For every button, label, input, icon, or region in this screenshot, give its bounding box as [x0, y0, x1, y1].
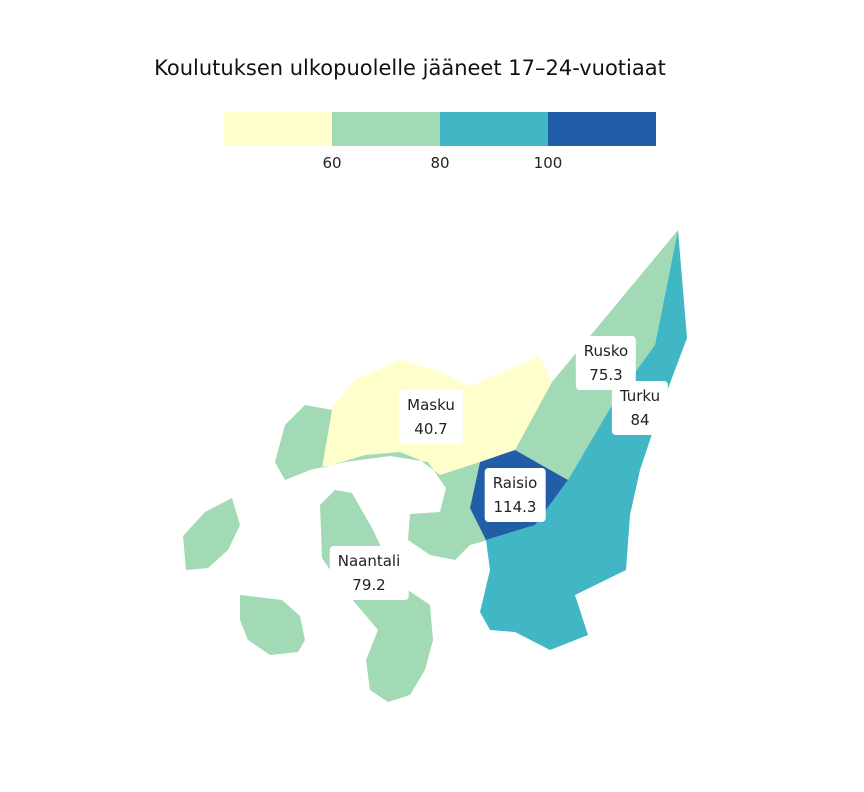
region-turku[interactable]: [480, 230, 687, 650]
legend-tick: 60: [322, 154, 342, 172]
region-name: Masku: [407, 396, 455, 414]
region-value: 84: [630, 411, 650, 429]
legend-tick: 100: [533, 154, 563, 172]
region-name: Raisio: [492, 474, 538, 492]
region-name: Rusko: [583, 342, 629, 360]
region-name: Turku: [619, 387, 661, 405]
region-name: Naantali: [337, 552, 401, 570]
legend-ticks: 60 80 100: [224, 154, 656, 174]
legend-bin-1: [224, 112, 332, 146]
region-value: 114.3: [493, 498, 537, 516]
region-label-naantali: Naantali 79.2: [329, 546, 409, 600]
legend-bin-2: [332, 112, 440, 146]
region-value: 79.2: [352, 576, 386, 594]
legend-bin-3: [440, 112, 548, 146]
region-label-raisio: Raisio 114.3: [484, 468, 546, 522]
region-label-rusko: Rusko 75.3: [575, 336, 637, 390]
region-value: 75.3: [589, 366, 623, 384]
map-title: Koulutuksen ulkopuolelle jääneet 17–24-v…: [154, 56, 666, 80]
region-label-turku: Turku 84: [611, 381, 669, 435]
color-legend: [224, 112, 656, 146]
legend-bin-4: [548, 112, 656, 146]
legend-tick: 80: [430, 154, 450, 172]
region-label-masku: Masku 40.7: [399, 390, 463, 444]
region-value: 40.7: [414, 420, 448, 438]
